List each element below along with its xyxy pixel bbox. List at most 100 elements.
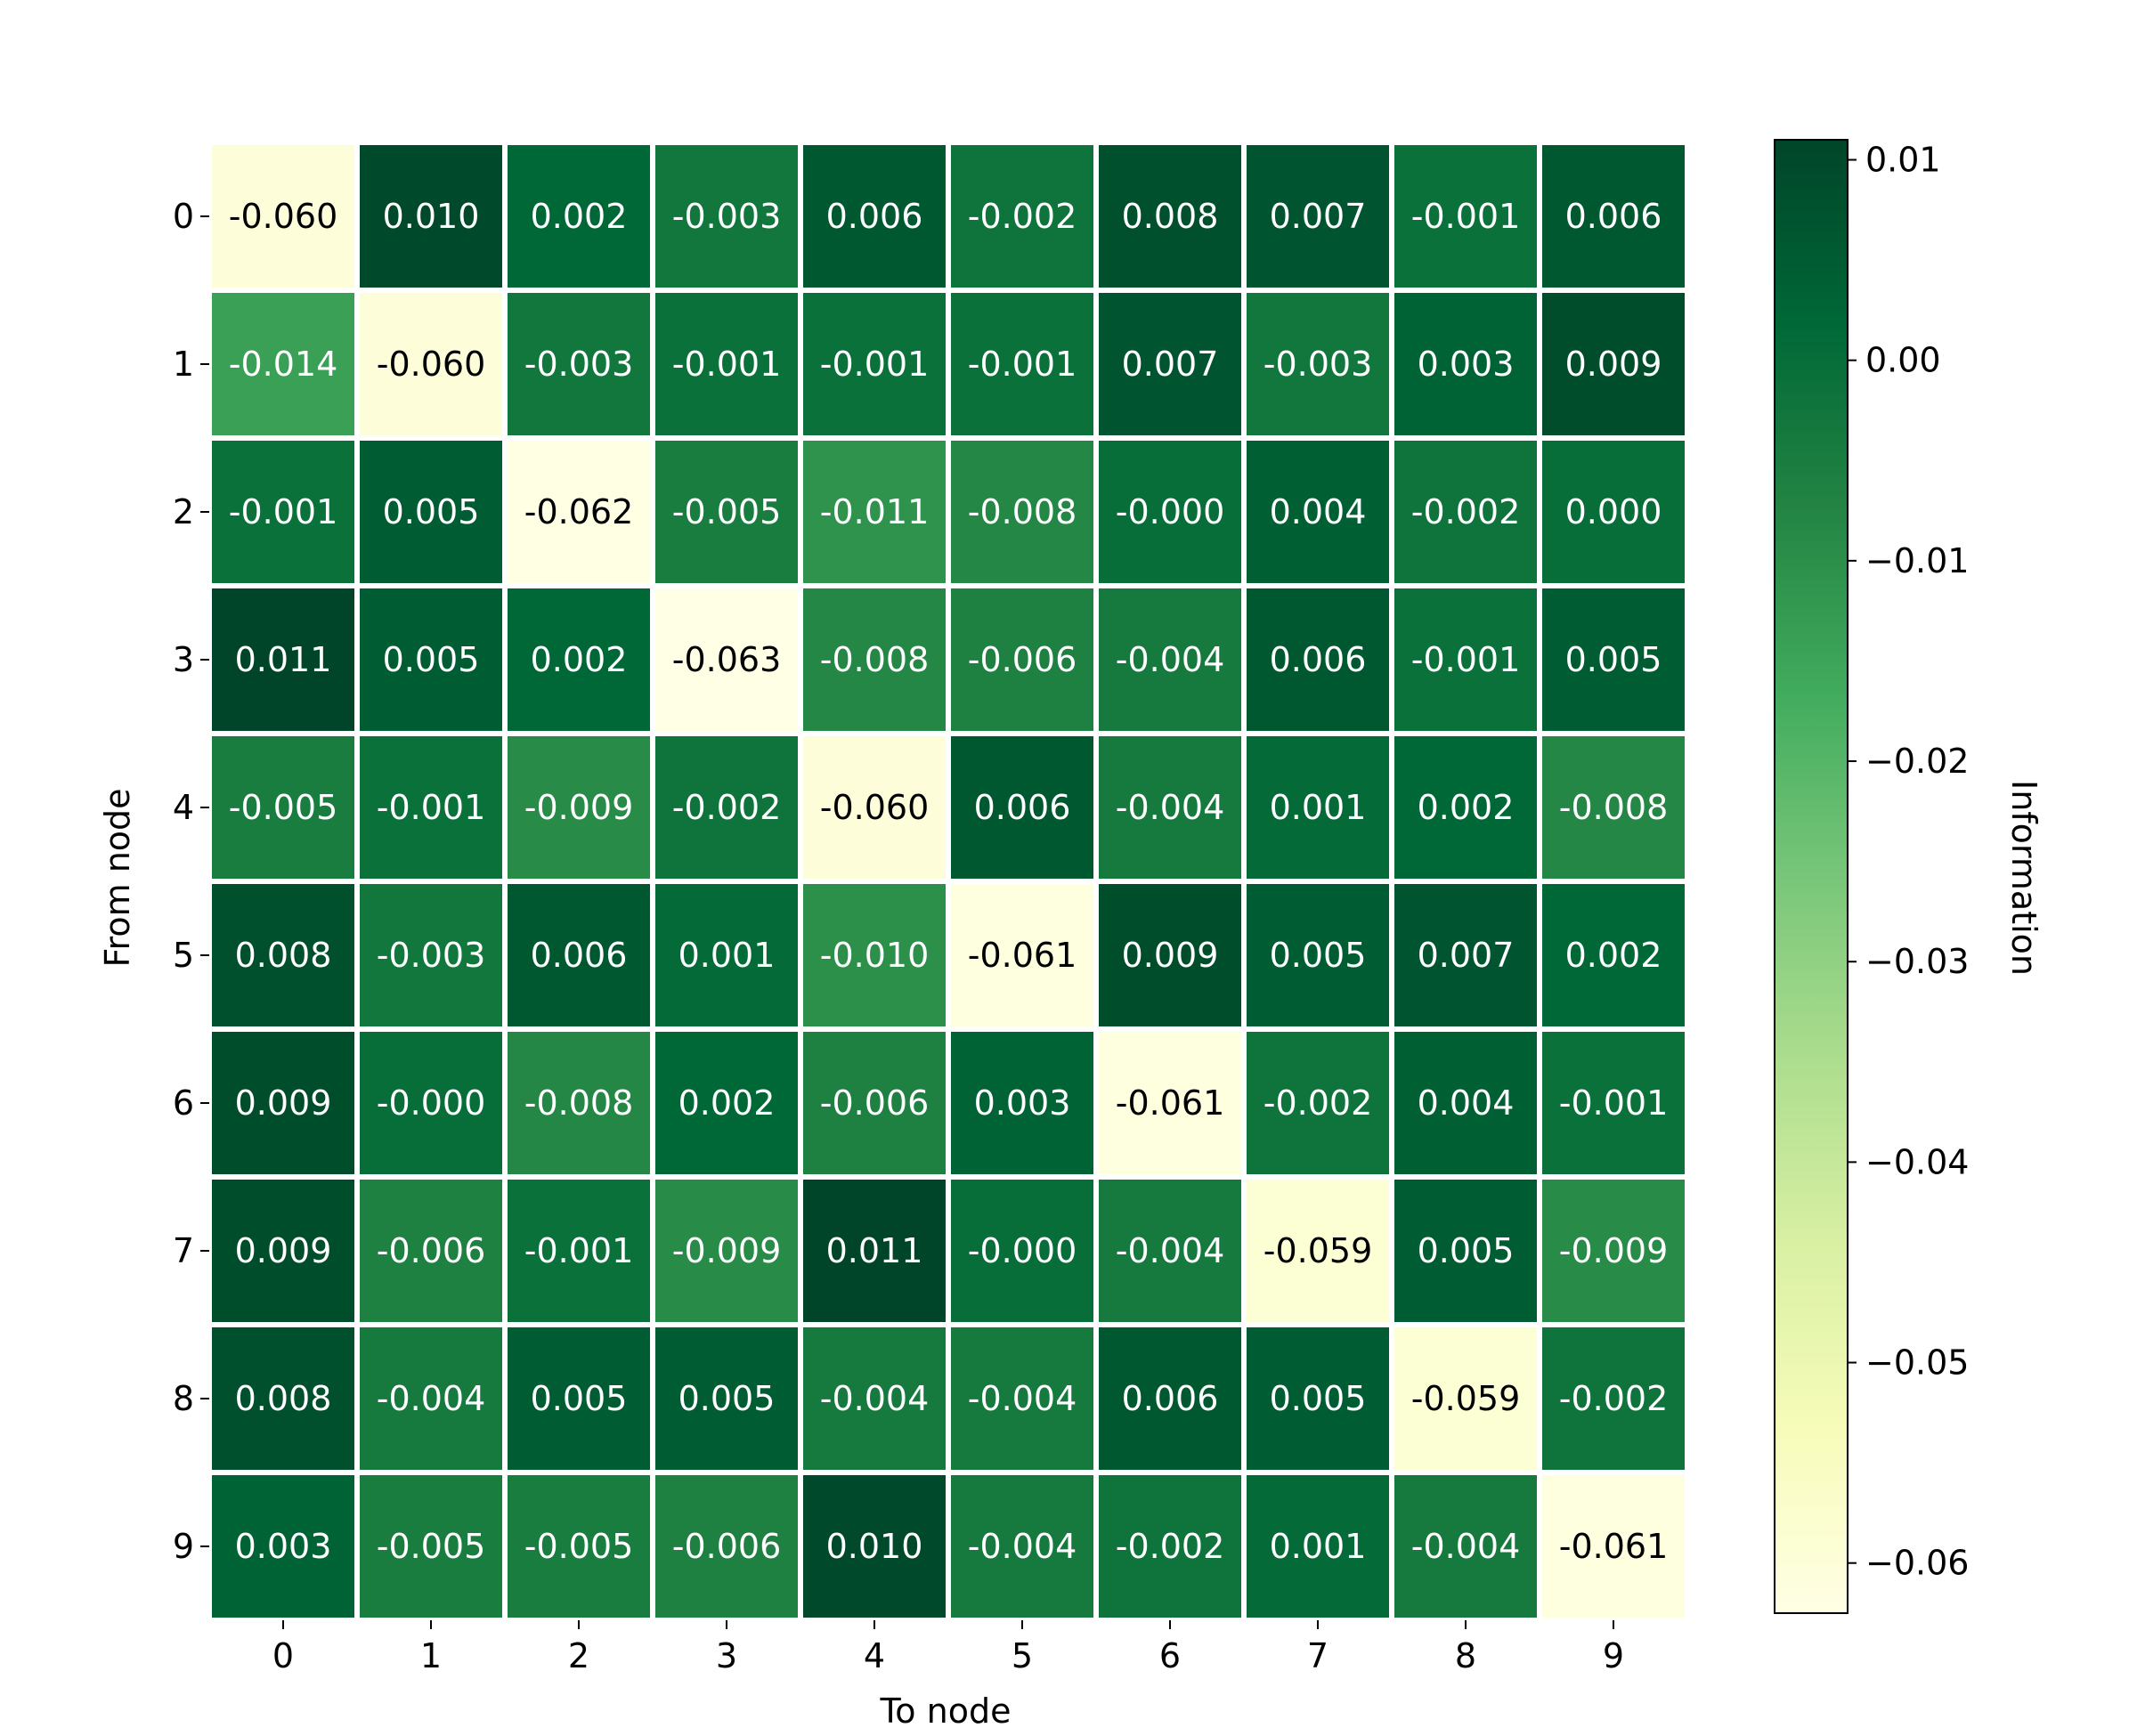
cell-value-label: 0.005: [678, 1379, 776, 1418]
heatmap-cell: [655, 1327, 798, 1470]
cell-value-label: -0.001: [1559, 1083, 1669, 1123]
y-tick-label: 1: [173, 345, 194, 384]
x-tick-label: 4: [864, 1636, 885, 1675]
cell-value-label: 0.007: [1270, 197, 1367, 236]
heatmap-cell: [1099, 145, 1241, 288]
colorbar-tick-label: 0.00: [1865, 341, 1941, 380]
heatmap-cell: [803, 1327, 946, 1470]
heatmap-cell: [1542, 736, 1685, 879]
cell-value-label: -0.005: [377, 1527, 486, 1566]
heatmap-cell: [212, 1475, 354, 1618]
heatmap-cell: [360, 1180, 502, 1322]
cell-value-label: -0.002: [1411, 492, 1521, 531]
cell-value-label: 0.005: [1565, 640, 1662, 679]
cell-value-label: -0.006: [968, 640, 1077, 679]
cell-value-label: -0.009: [1559, 1231, 1669, 1270]
cell-value-label: -0.011: [820, 492, 930, 531]
heatmap-cell: [655, 884, 798, 1026]
heatmap-cell: [1099, 1032, 1241, 1174]
cell-value-label: -0.004: [1116, 1231, 1225, 1270]
cell-value-label: -0.003: [377, 936, 486, 975]
cell-value-label: 0.005: [383, 640, 480, 679]
colorbar-label: Information: [2004, 780, 2044, 976]
cell-value-label: -0.000: [968, 1231, 1077, 1270]
cell-value-label: -0.014: [229, 345, 338, 384]
heatmap-cell: [951, 1180, 1093, 1322]
heatmap-cell: [803, 884, 946, 1026]
y-tick-label: 8: [173, 1379, 194, 1418]
colorbar-tick-label: −0.01: [1865, 541, 1969, 580]
cell-value-label: 0.009: [1122, 936, 1219, 975]
cell-value-label: -0.003: [524, 345, 634, 384]
heatmap-cell: [1247, 588, 1389, 731]
cell-value-label: -0.004: [1116, 788, 1225, 827]
cell-value-label: -0.009: [672, 1231, 782, 1270]
heatmap-cell: [1394, 736, 1537, 879]
cell-value-label: -0.060: [377, 345, 486, 384]
heatmap-cell: [1542, 884, 1685, 1026]
cell-value-label: -0.009: [524, 788, 634, 827]
heatmap-cell: [508, 145, 650, 288]
cell-value-label: 0.008: [235, 936, 332, 975]
cell-value-label: 0.000: [1565, 492, 1662, 531]
colorbar-tick-label: 0.01: [1865, 141, 1941, 180]
heatmap-cell: [803, 736, 946, 879]
heatmap-cells: -0.060 0.010 0.002 -0.003 0.006 -0.002 0.008 0.…: [212, 145, 1685, 1618]
cell-value-label: 0.011: [235, 640, 332, 679]
cell-value-label: -0.005: [524, 1527, 634, 1566]
cell-value-label: 0.001: [1270, 788, 1367, 827]
cell-value-label: 0.006: [826, 197, 923, 236]
cell-value-label: 0.003: [974, 1083, 1071, 1123]
heatmap-cell: [1099, 1180, 1241, 1322]
cell-value-label: 0.010: [383, 197, 480, 236]
cell-value-label: -0.062: [524, 492, 634, 531]
heatmap-cell: [212, 884, 354, 1026]
heatmap-cell: [212, 145, 354, 288]
cell-value-label: -0.000: [1116, 492, 1225, 531]
heatmap-cell: [1247, 293, 1389, 435]
heatmap-cell: [1394, 588, 1537, 731]
cell-value-label: 0.009: [235, 1231, 332, 1270]
heatmap-cell: [212, 1032, 354, 1174]
heatmap-cell: [1542, 1475, 1685, 1618]
cell-value-label: -0.001: [968, 345, 1077, 384]
cell-value-label: -0.004: [1116, 640, 1225, 679]
cell-value-label: -0.061: [968, 936, 1077, 975]
cell-value-label: -0.004: [968, 1379, 1077, 1418]
heatmap-cell: [655, 441, 798, 583]
cell-value-label: -0.008: [968, 492, 1077, 531]
heatmap-cell: [1247, 1327, 1389, 1470]
y-tick-label: 6: [173, 1083, 194, 1123]
cell-value-label: 0.002: [1418, 788, 1515, 827]
cell-value-label: 0.008: [1122, 197, 1219, 236]
cell-value-label: 0.008: [235, 1379, 332, 1418]
cell-value-label: -0.060: [229, 197, 338, 236]
cell-value-label: -0.006: [672, 1527, 782, 1566]
heatmap-cell: [951, 1327, 1093, 1470]
cell-value-label: -0.001: [672, 345, 782, 384]
cell-value-label: 0.009: [235, 1083, 332, 1123]
heatmap-cell: [803, 1180, 946, 1322]
heatmap-cell: [655, 588, 798, 731]
heatmap-cell: [360, 293, 502, 435]
heatmap-cell: [1542, 145, 1685, 288]
cell-value-label: 0.007: [1418, 936, 1515, 975]
cell-value-label: -0.060: [820, 788, 930, 827]
heatmap-cell: [951, 588, 1093, 731]
cell-value-label: -0.063: [672, 640, 782, 679]
heatmap-cell: [360, 884, 502, 1026]
cell-value-label: 0.005: [383, 492, 480, 531]
x-tick-label: 8: [1455, 1636, 1476, 1675]
cell-value-label: -0.008: [524, 1083, 634, 1123]
heatmap-cell: [1099, 293, 1241, 435]
heatmap-cell: [360, 1032, 502, 1174]
heatmap-cell: [1394, 1180, 1537, 1322]
y-axis: 0 1 2 3 4 5 6 7 8 9: [173, 197, 209, 1566]
heatmap-cell: [360, 441, 502, 583]
cell-value-label: -0.059: [1411, 1379, 1521, 1418]
colorbar-tick-label: −0.06: [1865, 1544, 1969, 1583]
heatmap-cell: [803, 145, 946, 288]
heatmap-cell: [655, 1475, 798, 1618]
cell-value-label: 0.005: [531, 1379, 628, 1418]
